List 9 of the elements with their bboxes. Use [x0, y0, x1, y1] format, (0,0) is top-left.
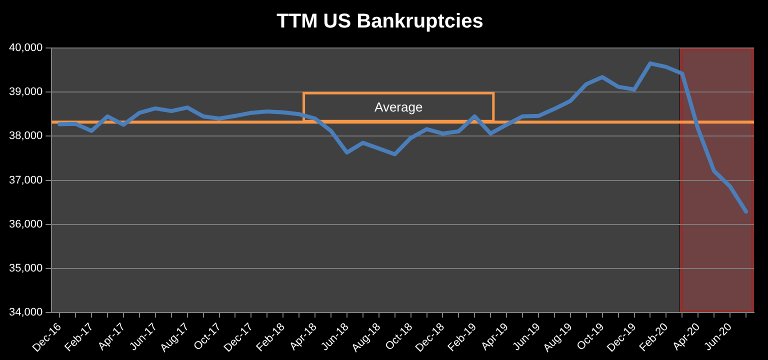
- y-tick-label: 35,000: [8, 262, 43, 275]
- chart-title: TTM US Bankruptcies: [276, 10, 484, 33]
- y-tick-label: 34,000: [8, 306, 43, 319]
- y-tick-label: 39,000: [8, 86, 43, 98]
- y-tick-label: 38,000: [8, 130, 43, 142]
- ref-line-label: Average: [374, 100, 423, 115]
- y-tick-label: 37,000: [8, 174, 43, 186]
- y-tick-label: 40,000: [8, 42, 43, 54]
- y-tick-label: 36,000: [8, 218, 43, 230]
